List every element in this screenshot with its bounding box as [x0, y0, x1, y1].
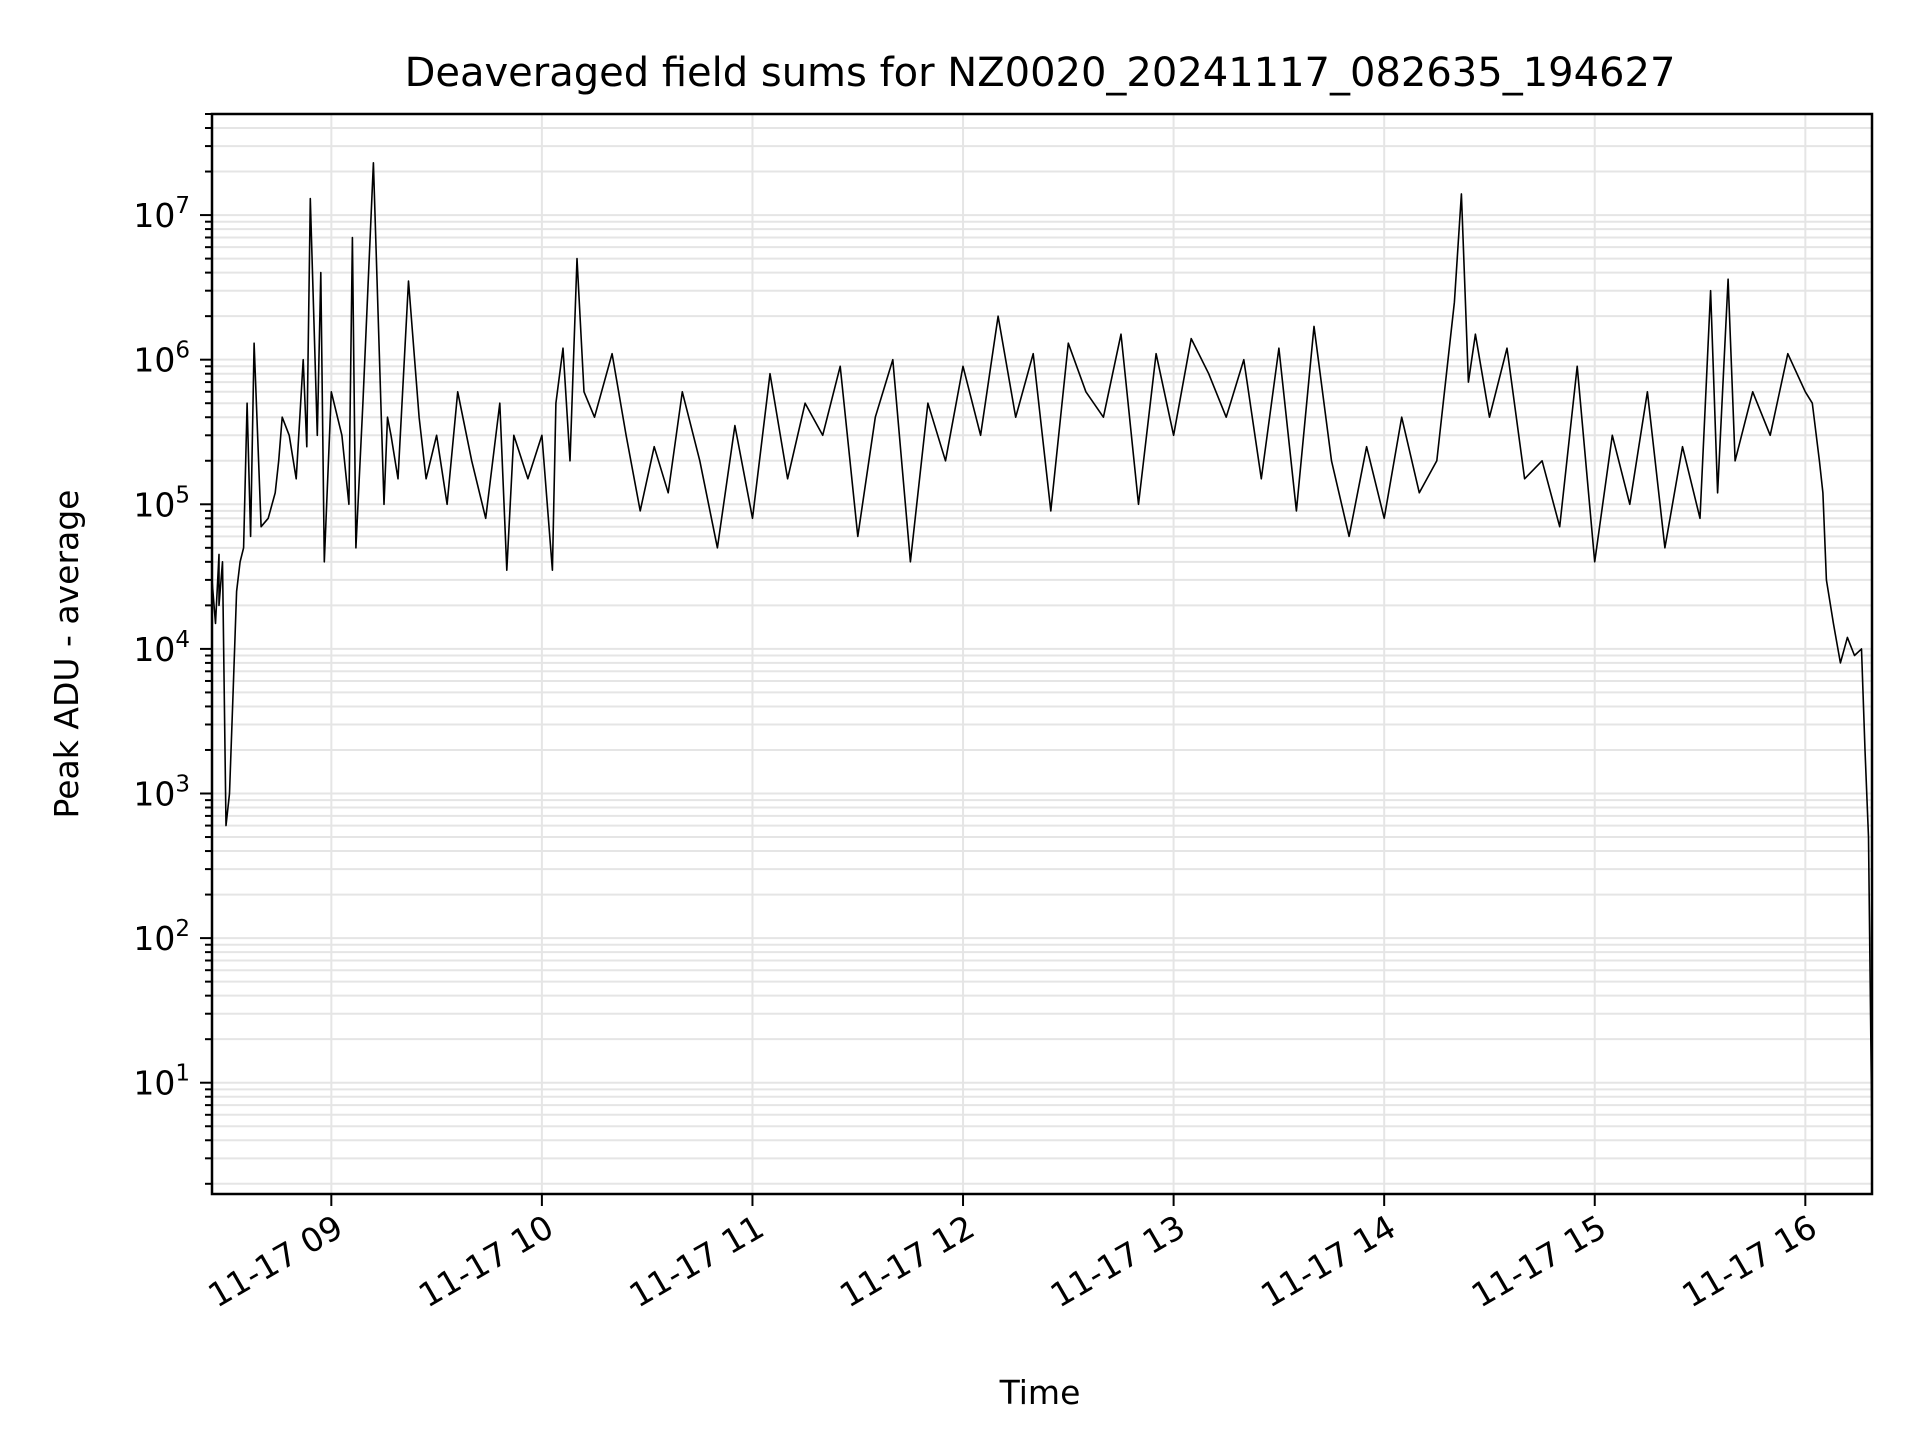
y-tick-label: 104: [133, 627, 190, 669]
grid: [212, 113, 1872, 1194]
x-axis-label: Time: [999, 1373, 1081, 1412]
y-tick-label: 107: [133, 193, 190, 235]
y-tick-label: 102: [133, 916, 190, 958]
y-tick-label: 106: [133, 338, 190, 380]
y-tick-label: 103: [133, 772, 190, 814]
y-axis: 101 102 103 104 105 106 107: [133, 113, 212, 1185]
series-line: [211, 162, 1873, 1141]
chart-title: Deaveraged field sums for NZ0020_2024111…: [405, 50, 1676, 96]
y-tick-label: 105: [133, 482, 190, 524]
plot-frame: [210, 112, 1874, 1196]
series-layer: [211, 162, 1873, 1141]
y-axis-label: Peak ADU - average: [47, 490, 86, 819]
y-tick-label: 101: [133, 1061, 190, 1103]
